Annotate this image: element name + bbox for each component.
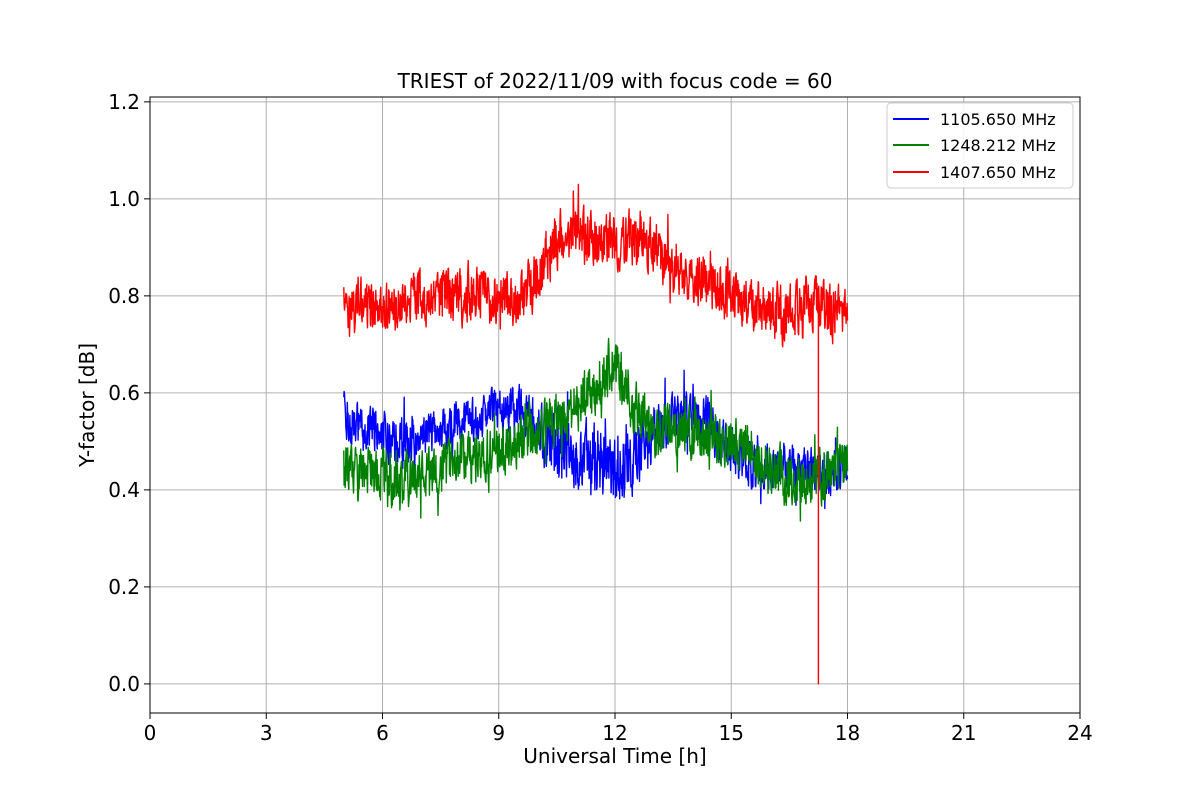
- x-tick-label: 9: [492, 721, 505, 745]
- y-tick-label: 1.0: [108, 187, 140, 211]
- legend: 1105.650 MHz 1248.212 MHz 1407.650 MHz: [886, 102, 1074, 189]
- y-tick-label: 0.6: [108, 381, 140, 405]
- y-axis: 0.0 0.2 0.4 0.6 0.8 1.0 1.2: [108, 90, 150, 696]
- x-tick-label: 18: [835, 721, 860, 745]
- legend-label-1248: 1248.212 MHz: [940, 136, 1056, 155]
- series-line-1407: [343, 183, 849, 685]
- y-tick-label: 0.0: [108, 672, 140, 696]
- x-tick-label: 6: [376, 721, 389, 745]
- y-tick-label: 0.2: [108, 575, 140, 599]
- x-tick-label: 21: [951, 721, 976, 745]
- y-tick-label: 0.4: [108, 478, 140, 502]
- chart-title: TRIEST of 2022/11/09 with focus code = 6…: [397, 69, 833, 93]
- x-tick-label: 15: [719, 721, 744, 745]
- series-line-1105: [343, 369, 849, 510]
- x-tick-label: 24: [1067, 721, 1092, 745]
- legend-label-1407: 1407.650 MHz: [940, 163, 1056, 182]
- x-tick-label: 0: [144, 721, 157, 745]
- x-tick-label: 3: [260, 721, 273, 745]
- x-tick-label: 12: [602, 721, 627, 745]
- series-line-1248: [343, 337, 849, 522]
- legend-label-1105: 1105.650 MHz: [940, 110, 1056, 129]
- y-tick-label: 0.8: [108, 284, 140, 308]
- legend-box: [886, 102, 1074, 189]
- x-axis: 0 3 6 9 12 15 18 21 24: [144, 713, 1093, 745]
- series-layer: [343, 183, 849, 685]
- y-tick-label: 1.2: [108, 90, 140, 114]
- x-axis-label: Universal Time [h]: [523, 744, 706, 768]
- y-axis-label: Y-factor [dB]: [75, 343, 99, 468]
